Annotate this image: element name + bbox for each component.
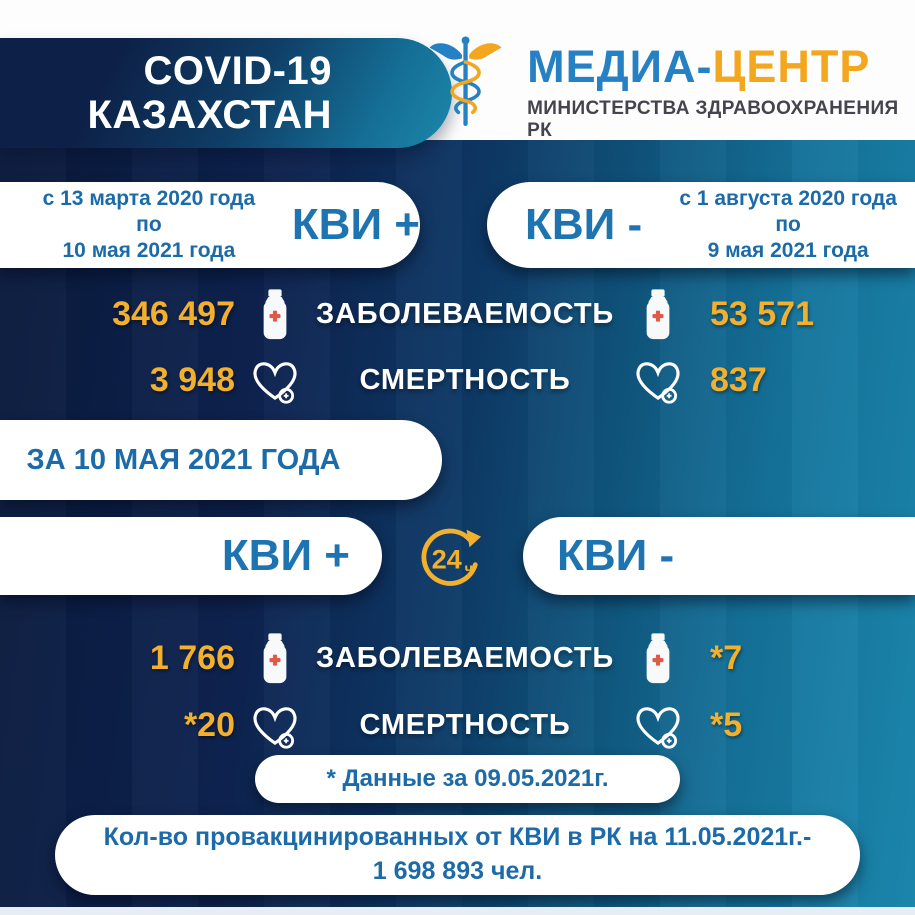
badge-24-unit: ч: [465, 561, 473, 577]
heart-stethoscope-icon: [253, 362, 297, 404]
daily-morbidity-row: 1 766 ЗАБОЛЕВАЕМОСТЬ *7: [0, 630, 915, 686]
mortality-negative-value: 837: [710, 360, 767, 399]
vaccination-pill: Кол-во провакцинированных от КВИ в РК на…: [55, 815, 860, 895]
banner-title-line1: COVID-19: [143, 49, 332, 93]
period-line2: 10 мая 2021 года: [62, 239, 236, 263]
daily-negative-pill: КВИ -: [523, 517, 915, 595]
badge-24-number: 24: [432, 544, 462, 575]
period-line1: с 13 марта 2020 года по: [42, 186, 256, 236]
logo-subtitle: МИНИСТЕРСТВА ЗДРАВООХРАНЕНИЯ РК: [527, 98, 899, 141]
medicine-bottle-icon: [263, 289, 287, 340]
title-banner: COVID-19 КАЗАХСТАН: [0, 38, 452, 148]
footnote-pill: * Данные за 09.05.2021г.: [255, 755, 680, 803]
logo-title-yellow: ЦЕНТР: [712, 41, 871, 92]
header: COVID-19 КАЗАХСТАН МЕДИА-ЦЕНТР МИНИСТЕРС…: [0, 0, 915, 150]
kvi-negative-label: КВИ -: [525, 200, 643, 249]
logo-title-blue: МЕДИА-: [527, 41, 713, 92]
cumulative-negative-pill: КВИ - с 1 августа 2020 года по 9 мая 202…: [487, 182, 915, 268]
morbidity-negative-value: *7: [710, 638, 743, 677]
banner-title-line2: КАЗАХСТАН: [87, 93, 332, 137]
kvi-positive-label: КВИ +: [291, 200, 420, 249]
morbidity-label: ЗАБОЛЕВАЕМОСТЬ: [316, 297, 614, 330]
vaccination-line1: Кол-во провакцинированных от КВИ в РК на…: [103, 823, 812, 852]
logo-title: МЕДИА-ЦЕНТР: [527, 44, 915, 89]
morbidity-negative-value: 53 571: [710, 294, 814, 333]
morbidity-positive-value: 1 766: [149, 638, 235, 677]
mortality-label: СМЕРТНОСТЬ: [359, 363, 571, 396]
cumulative-negative-period: с 1 августа 2020 года по 9 мая 2021 года: [668, 186, 908, 265]
morbidity-label: ЗАБОЛЕВАЕМОСТЬ: [316, 641, 614, 674]
medicine-bottle-icon: [646, 633, 669, 684]
cumulative-positive-pill: с 13 марта 2020 года по 10 мая 2021 года…: [0, 182, 420, 268]
cumulative-morbidity-row: 346 497 ЗАБОЛЕВАЕМОСТЬ 53 571: [0, 286, 915, 342]
daily-date-pill: ЗА 10 МАЯ 2021 ГОДА: [0, 420, 442, 500]
daily-date-label: ЗА 10 МАЯ 2021 ГОДА: [26, 443, 341, 476]
mortality-label: СМЕРТНОСТЬ: [359, 708, 571, 741]
heart-stethoscope-icon: [253, 707, 297, 749]
cumulative-mortality-row: 3 948 СМЕРТНОСТЬ 837: [0, 352, 915, 408]
mortality-negative-value: *5: [710, 705, 743, 744]
caduceus-icon: [429, 36, 502, 127]
kvi-positive-label: КВИ +: [221, 531, 350, 580]
daily-positive-pill: КВИ +: [0, 517, 382, 595]
medicine-bottle-icon: [646, 289, 669, 340]
period-line1: с 1 августа 2020 года по: [679, 186, 897, 236]
cumulative-positive-period: с 13 марта 2020 года по 10 мая 2021 года: [28, 186, 270, 265]
period-line2: 9 мая 2021 года: [707, 239, 869, 263]
bottom-strip: [0, 907, 915, 915]
heart-stethoscope-icon: [635, 362, 680, 404]
vaccination-line2: 1 698 893 чел.: [372, 857, 543, 885]
daily-mortality-row: *20 СМЕРТНОСТЬ *5: [0, 697, 915, 753]
heart-stethoscope-icon: [635, 707, 680, 749]
medicine-bottle-icon: [263, 633, 287, 684]
mortality-positive-value: 3 948: [149, 360, 235, 399]
morbidity-positive-value: 346 497: [112, 294, 235, 333]
logo-text: МЕДИА-ЦЕНТР МИНИСТЕРСТВА ЗДРАВООХРАНЕНИЯ…: [527, 30, 915, 142]
mortality-positive-value: *20: [183, 705, 235, 744]
24h-clock-arrow-icon: 24 ч: [421, 528, 482, 586]
kvi-negative-label: КВИ -: [557, 531, 675, 580]
footnote-text: * Данные за 09.05.2021г.: [326, 765, 609, 792]
media-center-logo: МЕДИА-ЦЕНТР МИНИСТЕРСТВА ЗДРАВООХРАНЕНИЯ…: [426, 30, 915, 142]
